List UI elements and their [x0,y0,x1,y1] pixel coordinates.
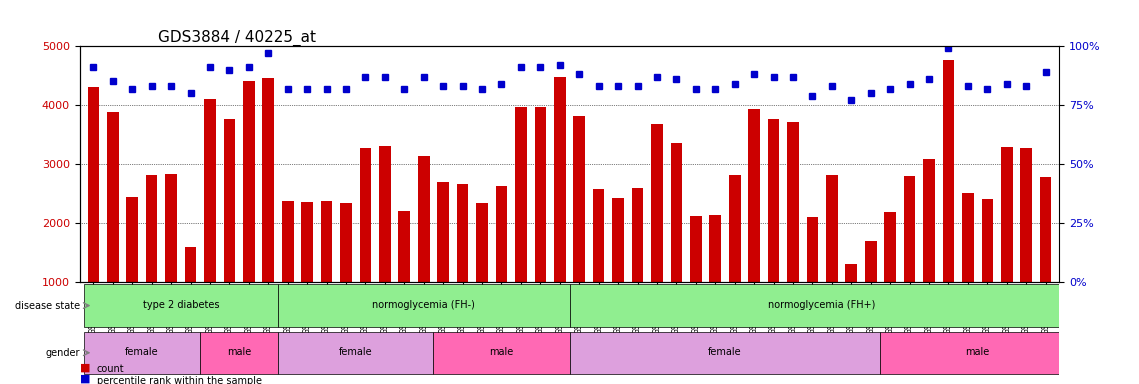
Text: ■: ■ [80,374,90,384]
Text: GDS3884 / 40225_at: GDS3884 / 40225_at [158,30,317,46]
FancyBboxPatch shape [278,284,570,327]
FancyBboxPatch shape [83,284,278,327]
Bar [360,148,371,341]
Bar [962,193,974,341]
Bar [671,143,682,341]
Bar [418,156,429,341]
Bar [1040,177,1051,341]
FancyBboxPatch shape [570,284,1075,327]
Bar [748,109,760,341]
Text: ■: ■ [80,362,90,372]
Bar [573,116,585,341]
Text: male: male [490,347,514,357]
Bar [652,124,663,341]
Bar [729,175,740,341]
Bar [826,175,837,341]
Text: count: count [97,364,124,374]
Text: disease state: disease state [15,301,80,311]
Bar [457,184,468,341]
FancyBboxPatch shape [570,331,880,374]
Bar [632,188,644,341]
Bar [592,189,605,341]
Text: male: male [966,347,990,357]
FancyBboxPatch shape [880,331,1075,374]
Text: male: male [227,347,252,357]
Text: female: female [125,347,158,357]
Bar [845,264,858,341]
Text: female: female [339,347,372,357]
Bar [185,247,196,341]
Bar [1001,147,1013,341]
Bar [476,203,487,341]
Bar [554,77,566,341]
Bar [884,212,896,341]
Bar [806,217,818,341]
Bar [690,216,702,341]
Bar [924,159,935,341]
FancyBboxPatch shape [200,331,278,374]
Bar [515,108,526,341]
Bar [88,87,99,341]
Bar [107,112,118,341]
Bar [146,175,157,341]
Bar [495,187,507,341]
Bar [613,198,624,341]
Text: gender: gender [46,348,80,358]
Bar [982,199,993,341]
Bar [437,182,449,341]
Bar [321,200,333,341]
FancyBboxPatch shape [278,331,434,374]
Bar [223,119,236,341]
Text: normoglycemia (FH-): normoglycemia (FH-) [372,300,475,310]
FancyBboxPatch shape [434,331,570,374]
Bar [281,200,294,341]
Text: type 2 diabetes: type 2 diabetes [142,300,219,310]
Bar [1021,147,1032,341]
Bar [534,108,547,341]
Bar [165,174,177,341]
Bar [399,211,410,341]
Bar [341,203,352,341]
Text: percentile rank within the sample: percentile rank within the sample [97,376,262,384]
Bar [903,176,916,341]
Bar [126,197,138,341]
Bar [379,146,391,341]
Bar [787,122,798,341]
Bar [865,241,877,341]
Text: normoglycemia (FH+): normoglycemia (FH+) [769,300,876,310]
Bar [710,215,721,341]
Bar [243,81,255,341]
Bar [768,119,779,341]
Text: female: female [708,347,741,357]
Bar [943,60,954,341]
FancyBboxPatch shape [83,331,200,374]
Bar [262,78,274,341]
Bar [302,202,313,341]
Bar [204,99,215,341]
